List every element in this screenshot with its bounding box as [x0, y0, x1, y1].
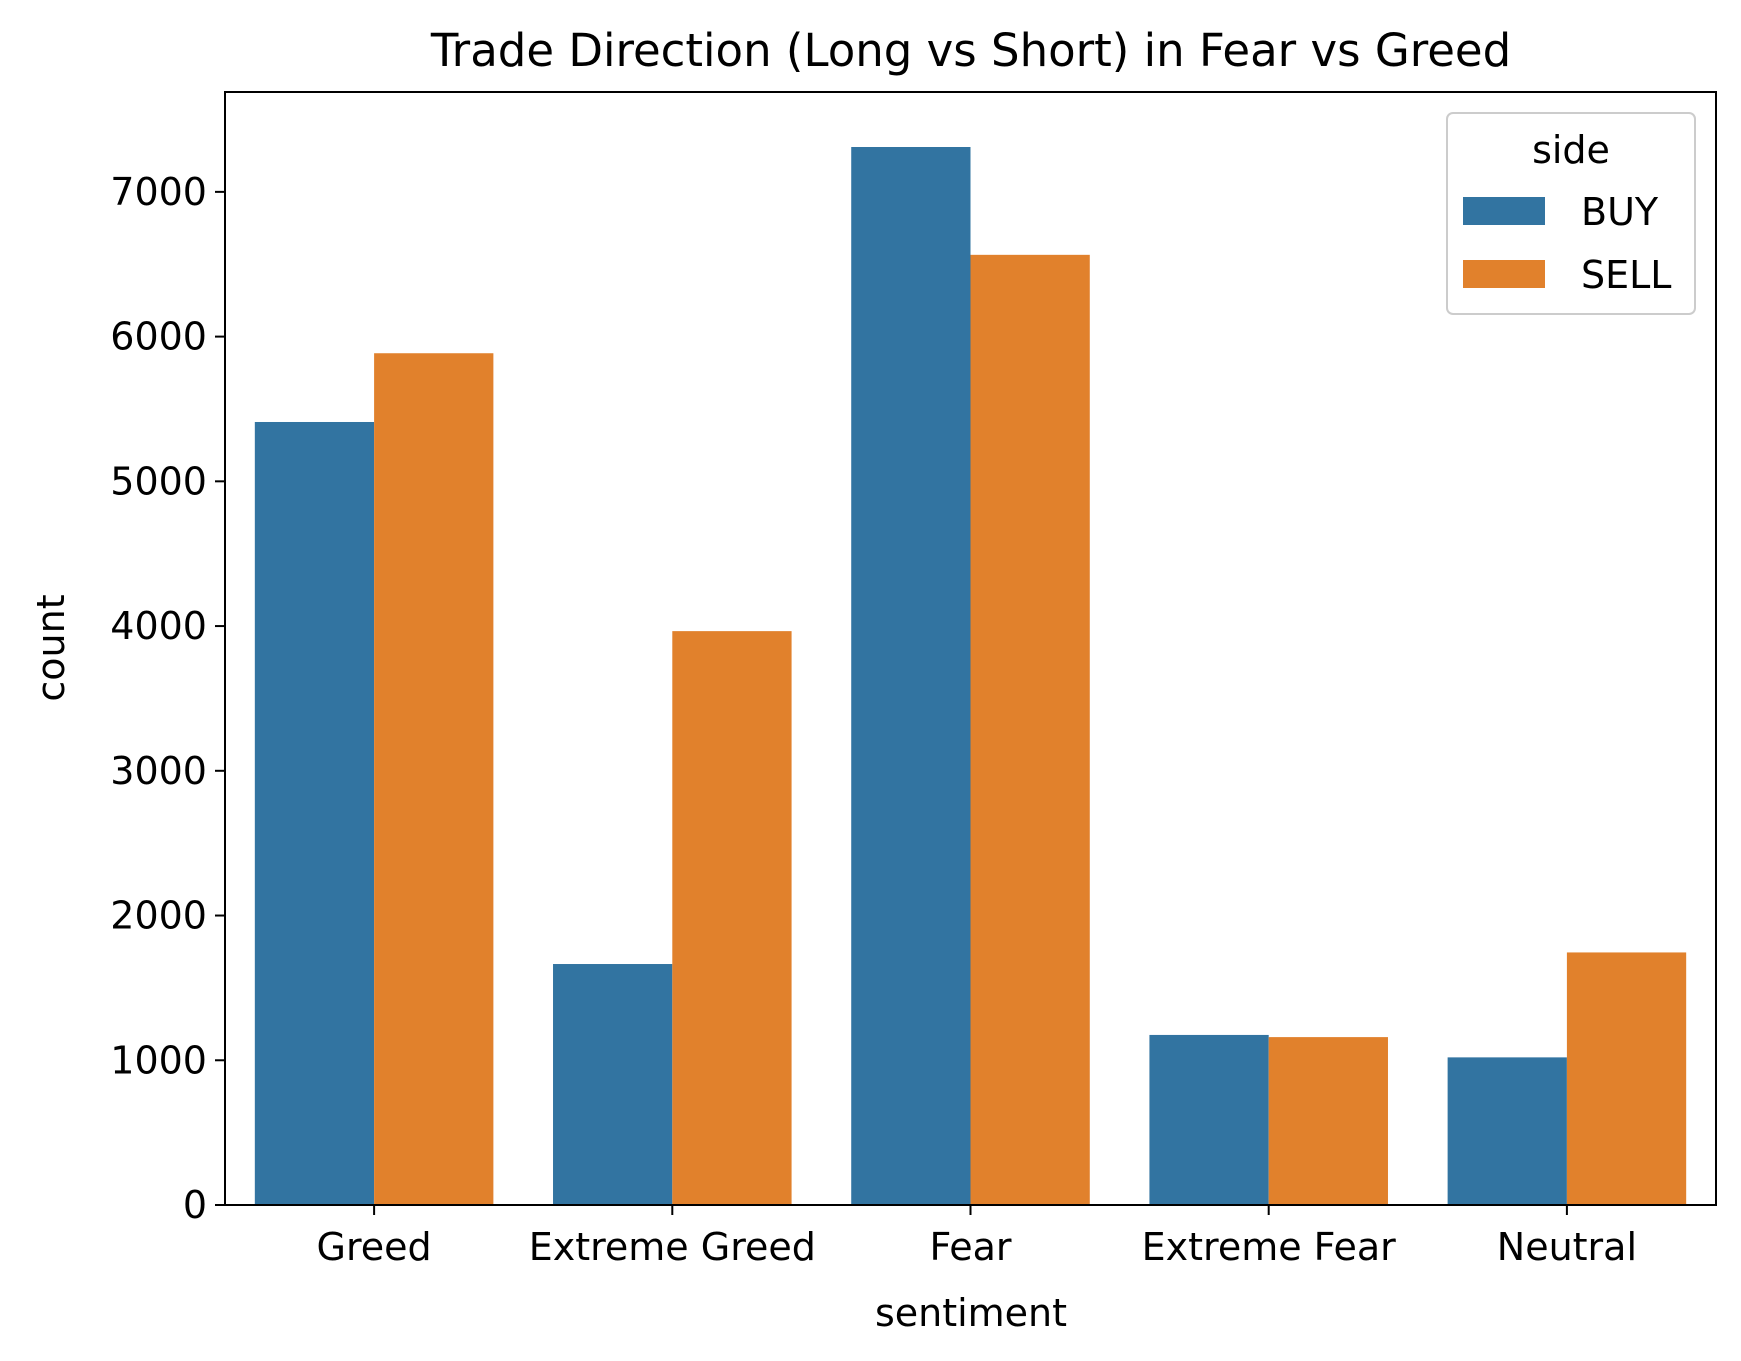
bar-buy-extreme-greed [553, 964, 673, 1205]
y-tick-label: 2000 [110, 894, 207, 938]
bar-buy-extreme-fear [1149, 1034, 1269, 1205]
bars-group [254, 147, 1687, 1205]
y-tick-label: 7000 [110, 170, 207, 214]
y-axis-label: count [29, 594, 73, 701]
legend-label-buy: BUY [1581, 190, 1659, 234]
bar-sell-fear [970, 254, 1090, 1205]
bar-sell-extreme-fear [1268, 1037, 1388, 1205]
y-tick-label: 5000 [110, 459, 207, 503]
bar-buy-greed [254, 421, 375, 1205]
y-tick-label: 3000 [110, 749, 207, 793]
chart-title: Trade Direction (Long vs Short) in Fear … [430, 24, 1511, 77]
x-tick-label: Extreme Greed [529, 1225, 816, 1269]
bar-buy-neutral [1447, 1057, 1567, 1205]
x-axis-label: sentiment [875, 1291, 1067, 1335]
y-tick-label: 4000 [110, 604, 207, 648]
x-tick-label: Greed [317, 1225, 432, 1269]
legend: side BUY SELL [1446, 112, 1696, 315]
x-tick-label: Fear [929, 1225, 1011, 1269]
x-axis: Greed Extreme Greed Fear Extreme Fear Neutra… [317, 1205, 1637, 1269]
legend-swatch-buy [1463, 197, 1545, 225]
y-tick-label: 0 [183, 1183, 207, 1227]
bar-sell-greed [374, 353, 494, 1205]
x-tick-label: Extreme Fear [1142, 1225, 1396, 1269]
bar-buy-fear [851, 147, 971, 1205]
legend-title: side [1532, 128, 1610, 172]
bar-sell-neutral [1566, 952, 1687, 1205]
y-tick-label: 1000 [110, 1038, 207, 1082]
y-tick-label: 6000 [110, 315, 207, 359]
plot-frame [224, 91, 1717, 1206]
legend-label-sell: SELL [1581, 253, 1671, 297]
bar-sell-extreme-greed [672, 631, 792, 1205]
x-tick-label: Neutral [1497, 1225, 1637, 1269]
legend-swatch-sell [1463, 260, 1545, 288]
y-axis: 0 1000 2000 3000 4000 5000 6000 7000 [110, 170, 225, 1227]
